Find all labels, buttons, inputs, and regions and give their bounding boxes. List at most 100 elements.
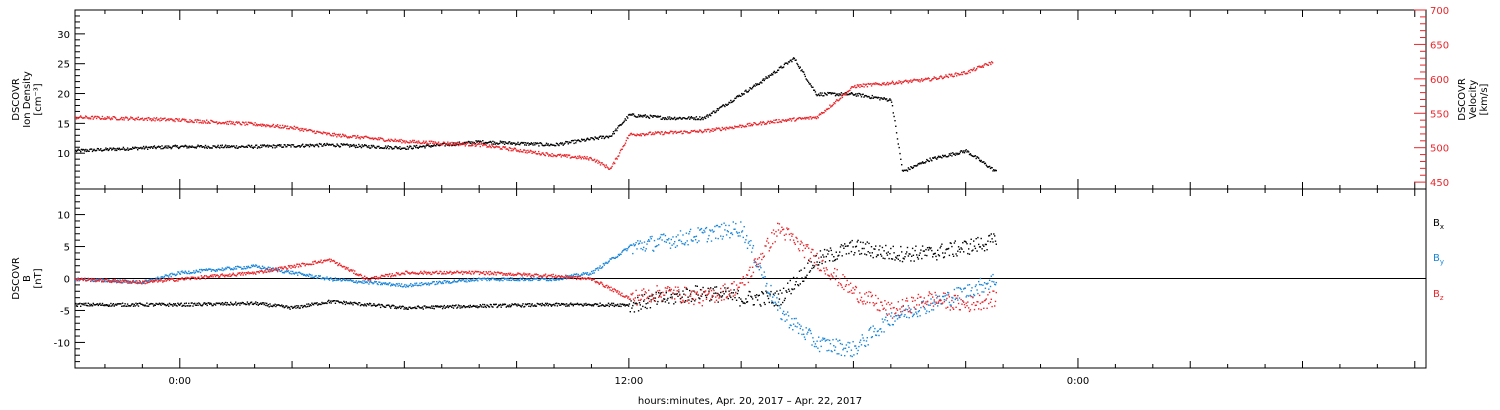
- bottom-point: [436, 283, 439, 285]
- bottom-point: [493, 277, 495, 280]
- top-point: [720, 106, 723, 108]
- bottom-point: [822, 337, 824, 339]
- bottom-point: [917, 258, 920, 260]
- top-point: [448, 144, 451, 146]
- bottom-point: [183, 271, 185, 273]
- top-point: [434, 141, 436, 143]
- bottom-point: [377, 304, 379, 306]
- top-point: [361, 144, 363, 146]
- top-point: [591, 137, 594, 139]
- bottom-point: [918, 310, 920, 312]
- bottom-point: [845, 253, 848, 255]
- top-point: [510, 142, 512, 144]
- bottom-point: [152, 280, 155, 282]
- top-point: [535, 143, 538, 145]
- bottom-point: [343, 265, 345, 268]
- bottom-point: [202, 303, 204, 306]
- bottom-point: [118, 280, 120, 283]
- top-point: [910, 166, 912, 168]
- bottom-point: [249, 272, 251, 274]
- bottom-point: [86, 279, 89, 281]
- top-point: [575, 142, 577, 144]
- bottom-point: [804, 276, 806, 278]
- top-point: [788, 61, 791, 63]
- top-point: [245, 145, 248, 148]
- bottom-point: [137, 305, 140, 307]
- top-point: [860, 96, 863, 98]
- bottom-point: [443, 280, 445, 282]
- bottom-point: [910, 308, 912, 310]
- bottom-point: [540, 305, 543, 307]
- bottom-point: [866, 337, 868, 339]
- top-point: [739, 95, 741, 97]
- top-point: [817, 117, 819, 119]
- bottom-point: [892, 245, 894, 248]
- bottom-point: [947, 248, 949, 250]
- bottom-point: [123, 281, 125, 283]
- top-point: [810, 116, 812, 118]
- bottom-point: [384, 306, 387, 308]
- bottom-point: [263, 266, 265, 269]
- top-point: [83, 116, 85, 119]
- top-point: [849, 93, 852, 95]
- top-point: [278, 127, 280, 129]
- top-point: [980, 159, 982, 162]
- bottom-point: [284, 306, 286, 308]
- top-point: [548, 144, 550, 147]
- top-point: [984, 162, 987, 164]
- bottom-point: [762, 293, 765, 295]
- bottom-point: [308, 273, 311, 275]
- bottom-point: [95, 304, 97, 306]
- bottom-point: [741, 300, 743, 302]
- top-point: [298, 145, 301, 147]
- bottom-point: [222, 269, 224, 272]
- bottom-point: [591, 305, 593, 307]
- top-point: [390, 138, 392, 141]
- top-point: [821, 92, 823, 94]
- top-point: [959, 73, 961, 76]
- top-point: [349, 135, 351, 138]
- bottom-point: [227, 266, 229, 269]
- top-point: [219, 147, 221, 149]
- bottom-point: [218, 268, 220, 270]
- top-point: [410, 145, 412, 148]
- bottom-point: [823, 338, 825, 340]
- bottom-point: [789, 324, 791, 326]
- bottom-point: [776, 290, 778, 292]
- bottom-point: [188, 302, 190, 305]
- top-point: [178, 147, 180, 150]
- top-point: [950, 75, 952, 77]
- bottom-point: [722, 290, 724, 293]
- bottom-point: [307, 263, 310, 266]
- top-point: [986, 165, 988, 168]
- bottom-point: [141, 303, 143, 305]
- bottom-point: [586, 304, 588, 306]
- bottom-point: [526, 303, 528, 305]
- top-point: [818, 93, 820, 95]
- bottom-point: [165, 280, 167, 282]
- top-point: [888, 82, 890, 84]
- top-point: [245, 121, 247, 123]
- bottom-point: [223, 268, 225, 270]
- top-point: [304, 145, 306, 147]
- bottom-point: [312, 276, 314, 278]
- top-point: [407, 141, 409, 144]
- bottom-point: [411, 307, 414, 309]
- top-point: [768, 76, 770, 78]
- bottom-point: [787, 315, 790, 317]
- top-point: [575, 157, 577, 159]
- top-point: [946, 75, 949, 78]
- bottom-point: [530, 277, 533, 279]
- bottom-point: [188, 270, 190, 272]
- top-point: [675, 118, 677, 120]
- top-point: [190, 121, 192, 123]
- bottom-point: [835, 338, 837, 340]
- bottom-point: [643, 241, 646, 243]
- top-point: [541, 152, 543, 154]
- top-point: [763, 79, 765, 82]
- top-point: [520, 150, 522, 153]
- top-point: [730, 99, 732, 102]
- top-point: [124, 117, 126, 119]
- bottom-point: [219, 269, 222, 271]
- top-point: [161, 118, 164, 120]
